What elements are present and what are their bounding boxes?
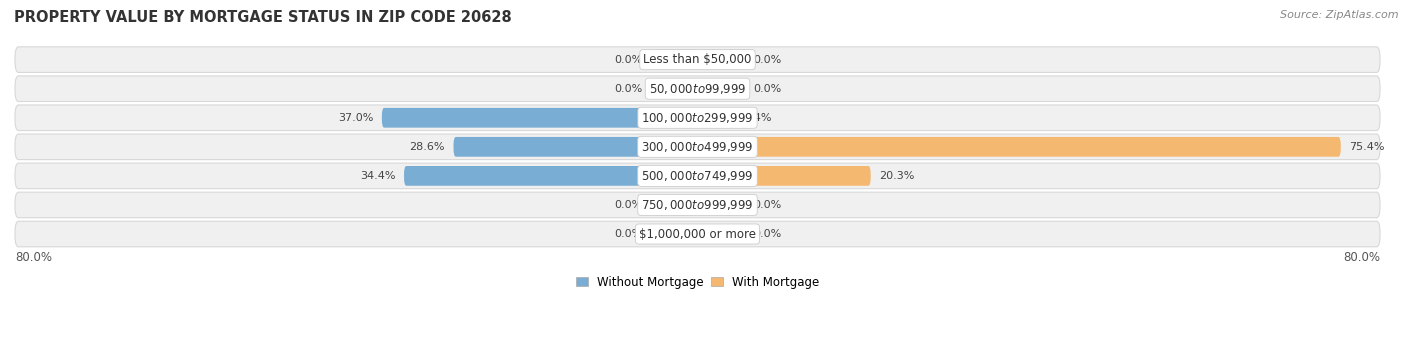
FancyBboxPatch shape <box>15 192 1381 218</box>
Text: PROPERTY VALUE BY MORTGAGE STATUS IN ZIP CODE 20628: PROPERTY VALUE BY MORTGAGE STATUS IN ZIP… <box>14 10 512 25</box>
FancyBboxPatch shape <box>15 105 1381 131</box>
FancyBboxPatch shape <box>651 79 697 99</box>
FancyBboxPatch shape <box>15 47 1381 72</box>
Text: $750,000 to $999,999: $750,000 to $999,999 <box>641 198 754 212</box>
Text: 80.0%: 80.0% <box>15 251 52 264</box>
FancyBboxPatch shape <box>651 50 697 69</box>
Text: $50,000 to $99,999: $50,000 to $99,999 <box>648 82 747 96</box>
FancyBboxPatch shape <box>15 134 1381 159</box>
FancyBboxPatch shape <box>697 79 744 99</box>
FancyBboxPatch shape <box>15 76 1381 101</box>
Text: Less than $50,000: Less than $50,000 <box>644 53 752 66</box>
Text: 0.0%: 0.0% <box>614 55 643 65</box>
Text: 0.0%: 0.0% <box>754 55 782 65</box>
Text: 0.0%: 0.0% <box>754 200 782 210</box>
Text: 0.0%: 0.0% <box>614 229 643 239</box>
Text: 75.4%: 75.4% <box>1350 142 1385 152</box>
Text: 0.0%: 0.0% <box>754 84 782 94</box>
FancyBboxPatch shape <box>15 221 1381 247</box>
Text: 80.0%: 80.0% <box>1343 251 1381 264</box>
FancyBboxPatch shape <box>697 108 735 128</box>
Text: Source: ZipAtlas.com: Source: ZipAtlas.com <box>1281 10 1399 20</box>
FancyBboxPatch shape <box>382 108 697 128</box>
FancyBboxPatch shape <box>697 166 870 186</box>
FancyBboxPatch shape <box>697 50 744 69</box>
Text: 34.4%: 34.4% <box>360 171 395 181</box>
Text: 0.0%: 0.0% <box>614 200 643 210</box>
FancyBboxPatch shape <box>15 163 1381 189</box>
Text: 0.0%: 0.0% <box>754 229 782 239</box>
Text: $300,000 to $499,999: $300,000 to $499,999 <box>641 140 754 154</box>
Text: $500,000 to $749,999: $500,000 to $749,999 <box>641 169 754 183</box>
FancyBboxPatch shape <box>454 137 697 157</box>
Legend: Without Mortgage, With Mortgage: Without Mortgage, With Mortgage <box>571 271 824 293</box>
FancyBboxPatch shape <box>651 224 697 244</box>
Text: 4.4%: 4.4% <box>744 113 772 123</box>
Text: $1,000,000 or more: $1,000,000 or more <box>638 227 756 240</box>
Text: $100,000 to $299,999: $100,000 to $299,999 <box>641 111 754 125</box>
FancyBboxPatch shape <box>651 195 697 215</box>
FancyBboxPatch shape <box>404 166 697 186</box>
Text: 20.3%: 20.3% <box>879 171 914 181</box>
Text: 37.0%: 37.0% <box>337 113 374 123</box>
FancyBboxPatch shape <box>697 224 744 244</box>
FancyBboxPatch shape <box>697 137 1341 157</box>
Text: 0.0%: 0.0% <box>614 84 643 94</box>
Text: 28.6%: 28.6% <box>409 142 444 152</box>
FancyBboxPatch shape <box>697 195 744 215</box>
